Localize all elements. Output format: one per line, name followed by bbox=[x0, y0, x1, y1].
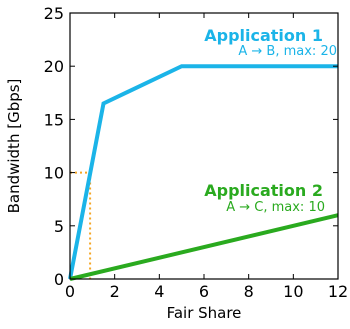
plot-area: 0 2 4 6 8 10 12 0 5 10 15 20 25 bbox=[44, 4, 349, 301]
annotation-application-1: Application 1 A → B, max: 20 bbox=[204, 26, 337, 59]
x-ticks: 0 2 4 6 8 10 12 bbox=[65, 13, 348, 301]
x-tick-label: 4 bbox=[154, 282, 164, 301]
y-tick-label: 5 bbox=[54, 217, 64, 236]
x-tick-label: 12 bbox=[328, 282, 348, 301]
series-lines bbox=[68, 64, 339, 281]
y-tick-label: 15 bbox=[44, 110, 64, 129]
x-tick-label: 10 bbox=[283, 282, 303, 301]
series-line-application-2 bbox=[69, 213, 339, 281]
annotation-title-application-2: Application 2 bbox=[204, 181, 323, 200]
x-tick-label: 8 bbox=[244, 282, 254, 301]
y-tick-label: 10 bbox=[44, 164, 64, 183]
series-line-application-1 bbox=[68, 64, 338, 280]
x-axis-label: Fair Share bbox=[167, 304, 242, 322]
y-ticks: 0 5 10 15 20 25 bbox=[44, 4, 338, 289]
annotation-subtitle-application-2: A → C, max: 10 bbox=[226, 200, 325, 215]
annotation-subtitle-application-1: A → B, max: 20 bbox=[238, 44, 337, 59]
y-axis-label: Bandwidth [Gbps] bbox=[5, 79, 23, 214]
annotation-application-2: Application 2 A → C, max: 10 bbox=[204, 181, 325, 215]
y-tick-label: 25 bbox=[44, 4, 64, 23]
x-tick-label: 0 bbox=[65, 282, 75, 301]
y-tick-label: 0 bbox=[54, 270, 64, 289]
x-tick-label: 2 bbox=[110, 282, 120, 301]
annotation-title-application-1: Application 1 bbox=[204, 26, 323, 45]
y-tick-label: 20 bbox=[44, 57, 64, 76]
x-tick-label: 6 bbox=[199, 282, 209, 301]
